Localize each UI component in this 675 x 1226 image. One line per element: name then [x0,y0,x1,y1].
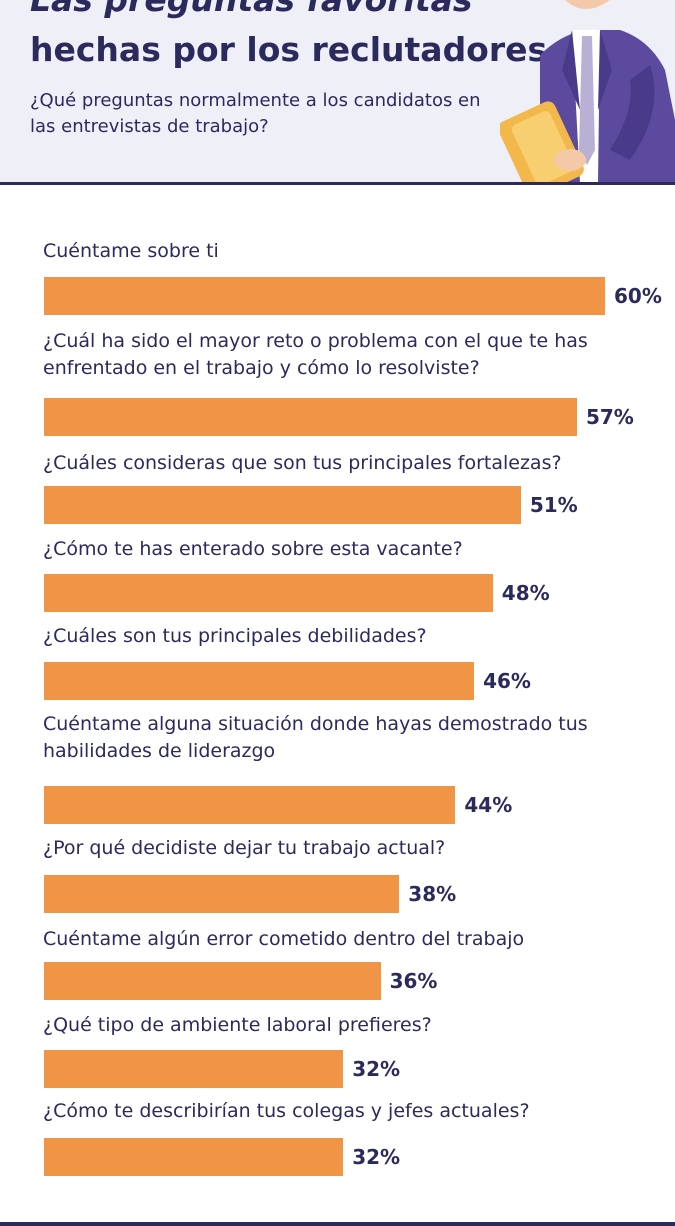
bar [44,277,605,315]
question-label: ¿Cómo te has enterado sobre esta vacante… [43,538,463,560]
question-label: Cuéntame algún error cometido dentro del… [43,928,525,950]
question-label: ¿Qué tipo de ambiente laboral prefieres? [43,1014,432,1036]
footer-divider [0,1222,675,1226]
value-label: 38% [408,882,457,906]
title-partial: Las preguntas favoritas [30,0,473,19]
value-label: 44% [464,793,513,817]
question-label: ¿Cómo te describirían tus colegas y jefe… [43,1100,530,1122]
value-label: 57% [585,405,634,429]
question-label: ¿Cuál ha sido el mayor reto o problema c… [43,330,588,379]
subtitle: ¿Qué preguntas normalmente a los candida… [30,90,481,137]
recruiter-illustration-icon [500,0,675,183]
value-label: 51% [529,493,578,517]
value-label: 46% [483,669,531,693]
bar [44,486,521,524]
question-label: ¿Cuáles son tus principales debilidades? [43,625,427,647]
value-label: 60% [614,284,662,308]
bar [44,398,577,436]
bar [44,962,381,1000]
bar [44,786,456,824]
bar [44,662,475,700]
value-label: 32% [352,1145,401,1169]
question-label: ¿Por qué decidiste dejar tu trabajo actu… [43,837,446,859]
value-label: 48% [501,581,550,605]
header: Las preguntas favoritas hechas por los r… [0,0,675,183]
bar [44,875,400,913]
bar [44,1050,344,1088]
header-divider [0,182,675,185]
question-label: Cuéntame sobre ti [43,240,219,262]
bar [44,574,493,612]
value-label: 32% [352,1057,401,1081]
question-label: Cuéntame alguna situación donde hayas de… [43,713,588,762]
value-label: 36% [389,969,438,993]
page-title: hechas por los reclutadores [30,30,548,69]
question-label: ¿Cuáles consideras que son tus principal… [43,452,562,474]
bar [44,1138,344,1176]
